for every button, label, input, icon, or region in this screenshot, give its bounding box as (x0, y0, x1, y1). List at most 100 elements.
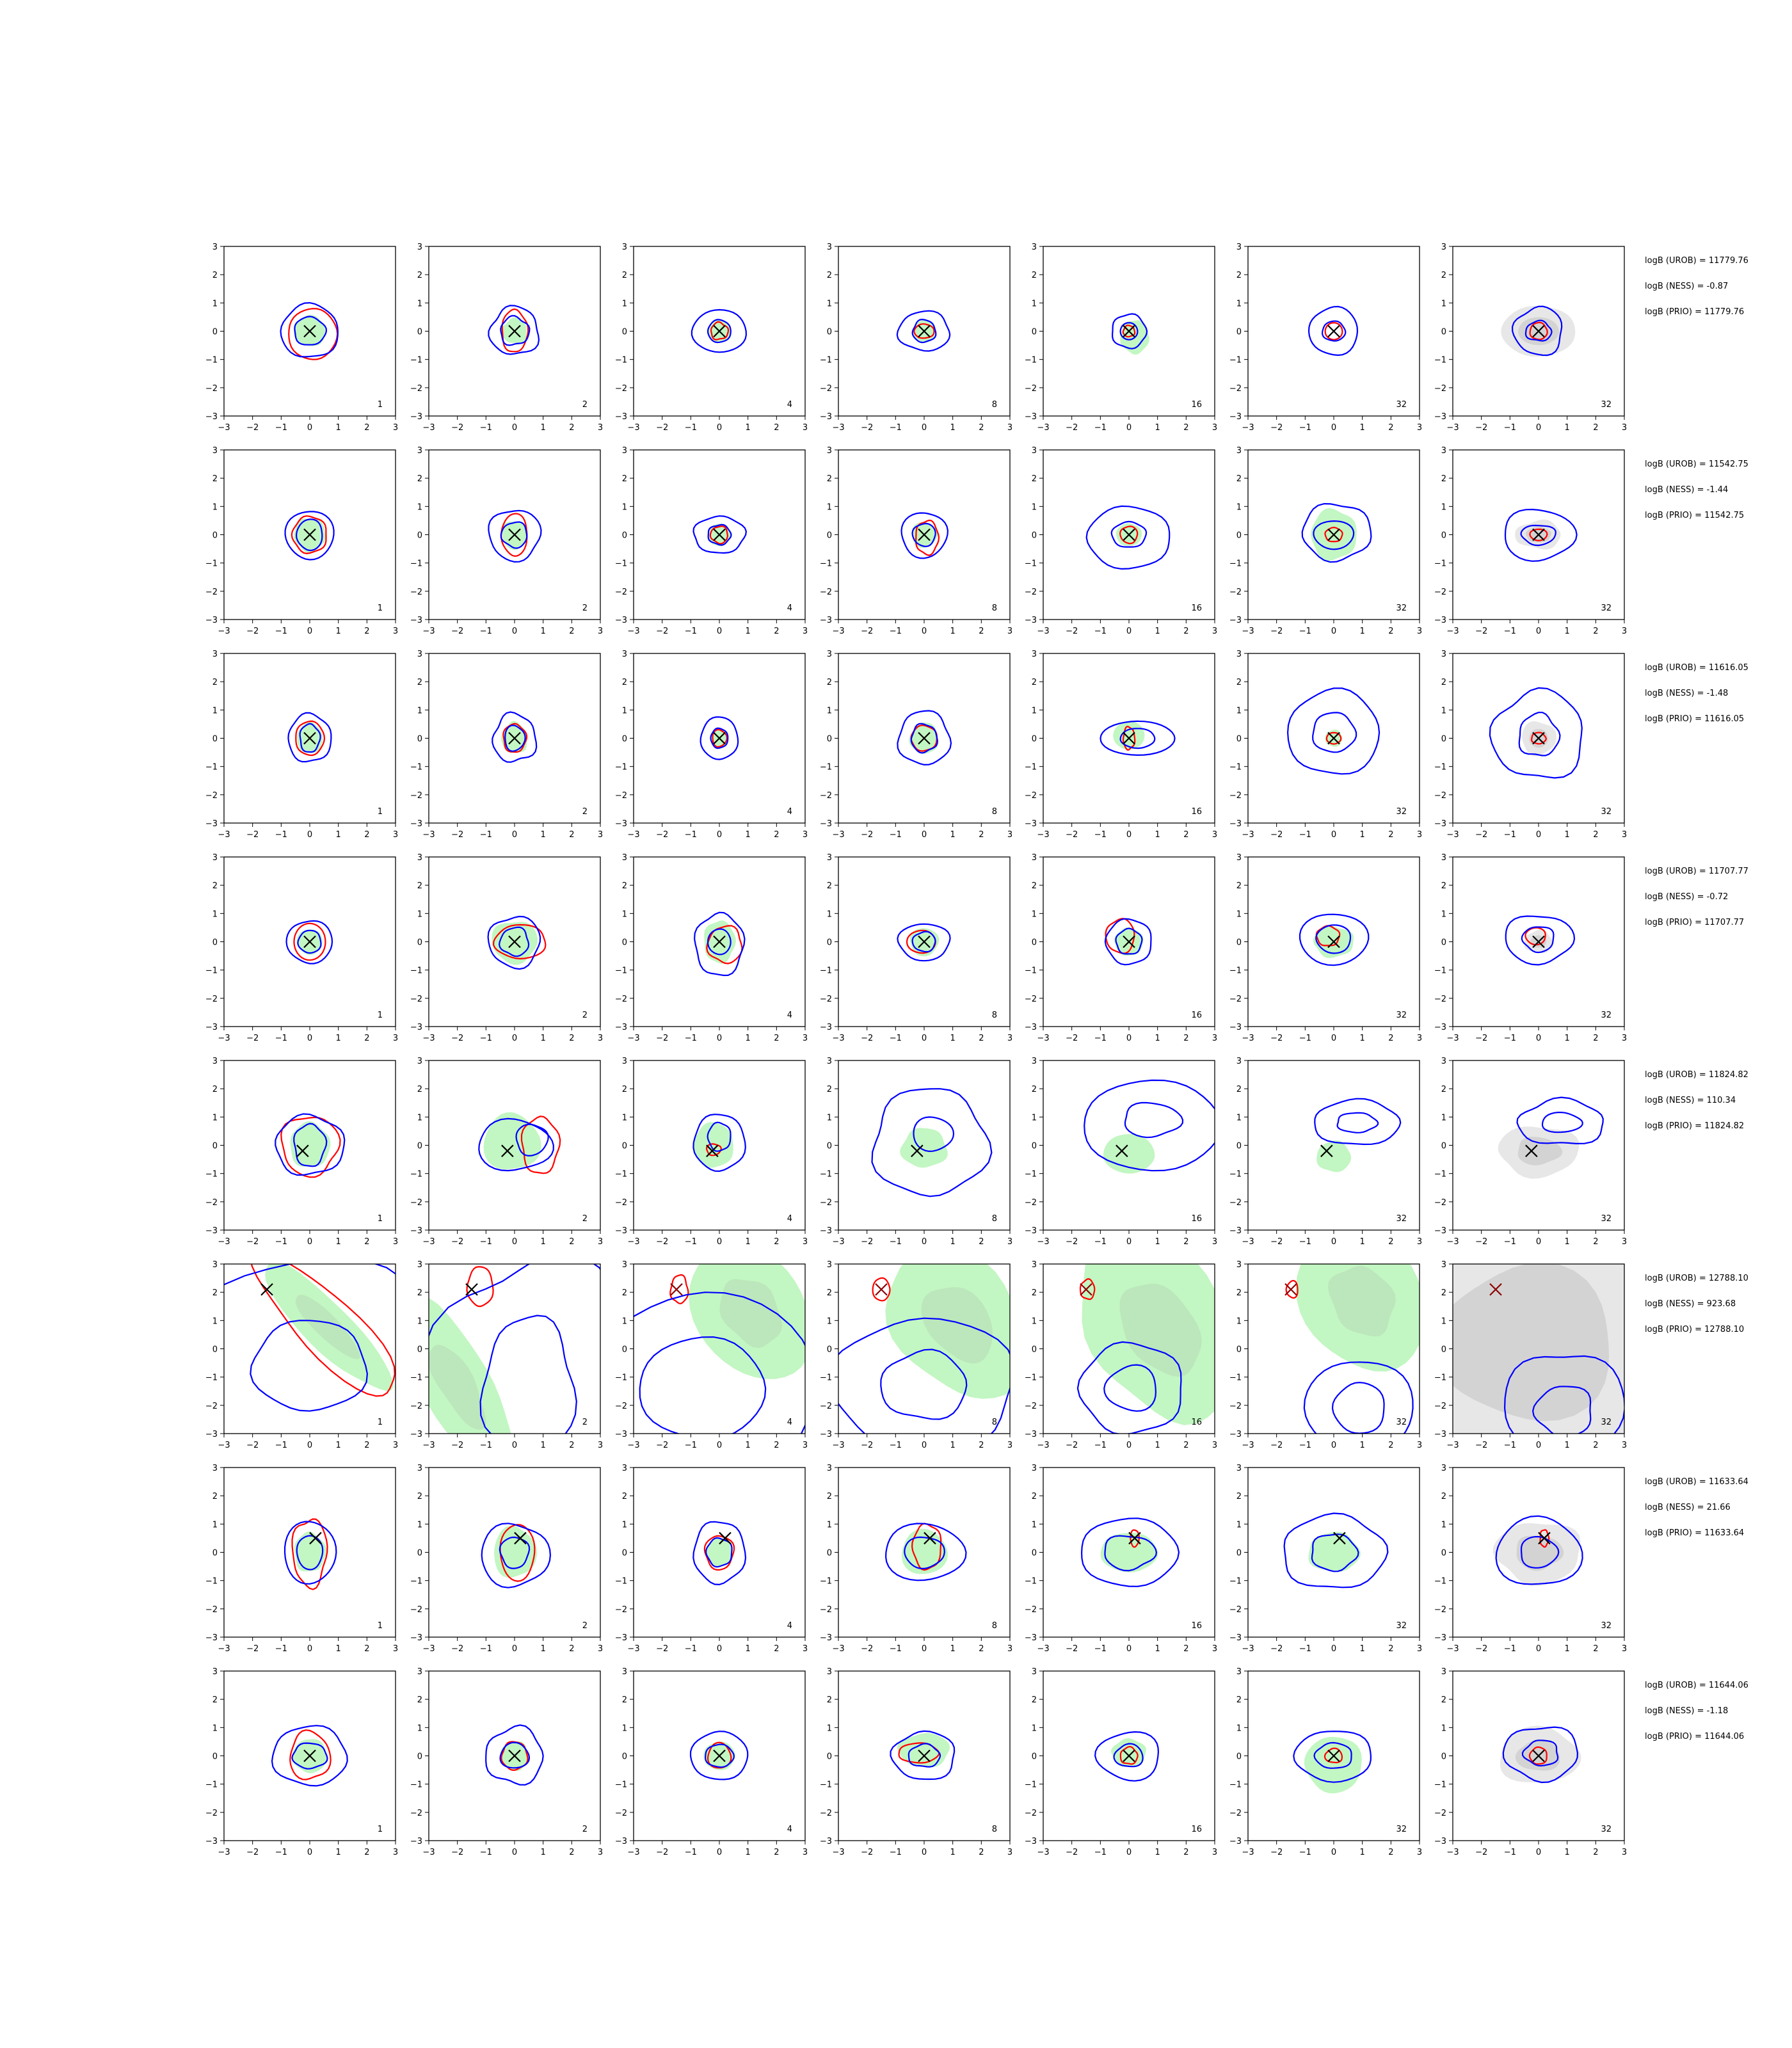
true-value-marker (918, 324, 931, 338)
x-tick-label: 2 (774, 1237, 779, 1247)
y-tick-label: 3 (417, 1260, 422, 1270)
x-tick-label: −1 (1504, 423, 1516, 433)
y-tick-label: 3 (827, 853, 832, 863)
y-tick-label: 1 (1236, 1316, 1242, 1326)
plot-area (700, 716, 739, 760)
y-tick-label: 1 (622, 1316, 627, 1326)
panel-sample-label: 8 (992, 604, 997, 613)
y-tick-label: −3 (205, 1226, 218, 1236)
x-tick-label: 2 (364, 1644, 369, 1654)
y-tick-label: −1 (1434, 1577, 1446, 1587)
y-tick-label: −1 (1025, 1170, 1037, 1180)
y-tick-label: 1 (622, 909, 627, 919)
y-tick-label: −2 (1025, 384, 1037, 394)
true-value-marker (918, 1749, 931, 1763)
y-tick-label: 2 (1032, 474, 1037, 484)
grey-prior-core (1453, 1264, 1610, 1421)
x-tick-label: 1 (336, 1034, 341, 1043)
y-tick-label: 3 (1236, 853, 1242, 863)
red-contour (669, 1274, 689, 1304)
y-tick-label: 2 (1032, 1695, 1037, 1705)
panel-r7-c2: −3−3 −2 −2 −1 −1 0 0 1 1 2 2 3 3 2 (410, 1464, 603, 1654)
x-tick-label: 3 (1622, 1848, 1627, 1857)
y-tick-label: 3 (1441, 1667, 1446, 1677)
x-tick-label: −3 (422, 1441, 435, 1450)
y-tick-label: −3 (820, 1226, 832, 1236)
blue-contour (293, 1123, 328, 1167)
blue-contour (284, 511, 335, 561)
y-tick-label: −3 (1025, 1633, 1037, 1643)
y-tick-label: −3 (205, 616, 218, 625)
true-value-marker (1532, 732, 1545, 745)
x-tick-label: 3 (1417, 1237, 1422, 1247)
y-tick-label: 0 (1236, 531, 1242, 541)
y-tick-label: 2 (827, 1085, 832, 1094)
x-tick-label: 0 (922, 1644, 927, 1654)
red-contour (291, 515, 327, 555)
panel-r1-c5: −3−3 −2 −2 −1 −1 0 0 1 1 2 2 3 3 16 (1025, 243, 1217, 433)
y-tick-label: 3 (1236, 1057, 1242, 1066)
red-contour (1324, 322, 1343, 340)
x-tick-label: −2 (246, 830, 259, 840)
log-bayes-stat: logB (UROB) = 12788.10 (1645, 1274, 1748, 1283)
x-tick-label: 0 (1536, 423, 1541, 433)
blue-contour (705, 1743, 735, 1768)
blue-contour (908, 1743, 941, 1768)
x-tick-label: 1 (1155, 1237, 1160, 1247)
y-tick-label: 1 (1032, 1113, 1037, 1123)
plot-area (487, 915, 547, 970)
x-tick-label: 1 (1565, 1034, 1570, 1043)
y-tick-label: −3 (820, 1633, 832, 1643)
green-density-fill (294, 518, 326, 554)
true-value-marker (1525, 1144, 1538, 1158)
x-tick-label: 1 (541, 627, 546, 636)
true-value-marker (1123, 732, 1135, 745)
x-tick-label: −1 (890, 830, 902, 840)
plot-area (896, 310, 951, 352)
x-tick-label: 2 (569, 1848, 574, 1857)
y-tick-label: −1 (1229, 966, 1242, 976)
panel-sample-label: 16 (1191, 1418, 1202, 1427)
y-tick-label: 0 (417, 1142, 422, 1151)
y-tick-label: −2 (410, 1402, 422, 1411)
blue-contour (1505, 915, 1576, 966)
x-tick-label: 1 (1155, 1644, 1160, 1654)
blue-contour (700, 716, 739, 760)
y-tick-label: 2 (1032, 881, 1037, 891)
y-tick-label: −1 (205, 356, 218, 365)
red-contour (709, 525, 728, 545)
x-tick-label: −1 (275, 627, 287, 636)
x-tick-label: 1 (746, 627, 751, 636)
red-contour (705, 1143, 722, 1156)
x-tick-label: 3 (1007, 627, 1012, 636)
y-tick-label: 3 (1032, 650, 1037, 659)
x-tick-label: −2 (1270, 1237, 1283, 1247)
x-tick-label: −3 (218, 423, 230, 433)
y-tick-label: −2 (1025, 588, 1037, 597)
y-tick-label: −2 (410, 588, 422, 597)
panel-sample-label: 32 (1601, 604, 1612, 613)
y-tick-label: −2 (1434, 384, 1446, 394)
red-contour (251, 1264, 396, 1397)
x-tick-label: −2 (1270, 1441, 1283, 1450)
true-value-marker (508, 732, 521, 745)
blue-contour (1293, 1731, 1372, 1783)
y-tick-label: 1 (827, 1316, 832, 1326)
y-tick-label: 2 (1236, 881, 1242, 891)
panel-r6-c4: −3−3 −2 −2 −1 −1 0 0 1 1 2 2 3 3 8 (820, 1260, 1012, 1450)
x-tick-label: −1 (1094, 830, 1107, 840)
x-tick-label: 2 (979, 1034, 984, 1043)
x-tick-label: 3 (1212, 1848, 1217, 1857)
blue-contour (692, 1114, 746, 1172)
y-tick-label: −1 (1025, 1373, 1037, 1383)
green-density-core (1327, 1265, 1396, 1337)
panel-r8-c1: −3−3 −2 −2 −1 −1 0 0 1 1 2 2 3 3 1 (205, 1667, 398, 1857)
y-tick-label: 1 (1236, 1113, 1242, 1123)
plot-area (691, 308, 748, 353)
y-tick-label: −3 (410, 819, 422, 829)
x-tick-label: −3 (1242, 1034, 1254, 1043)
log-bayes-stat: logB (PRIO) = 11616.05 (1645, 714, 1744, 724)
x-tick-label: −1 (1094, 1441, 1107, 1450)
x-tick-label: −2 (861, 830, 873, 840)
y-tick-label: −2 (1229, 588, 1242, 597)
